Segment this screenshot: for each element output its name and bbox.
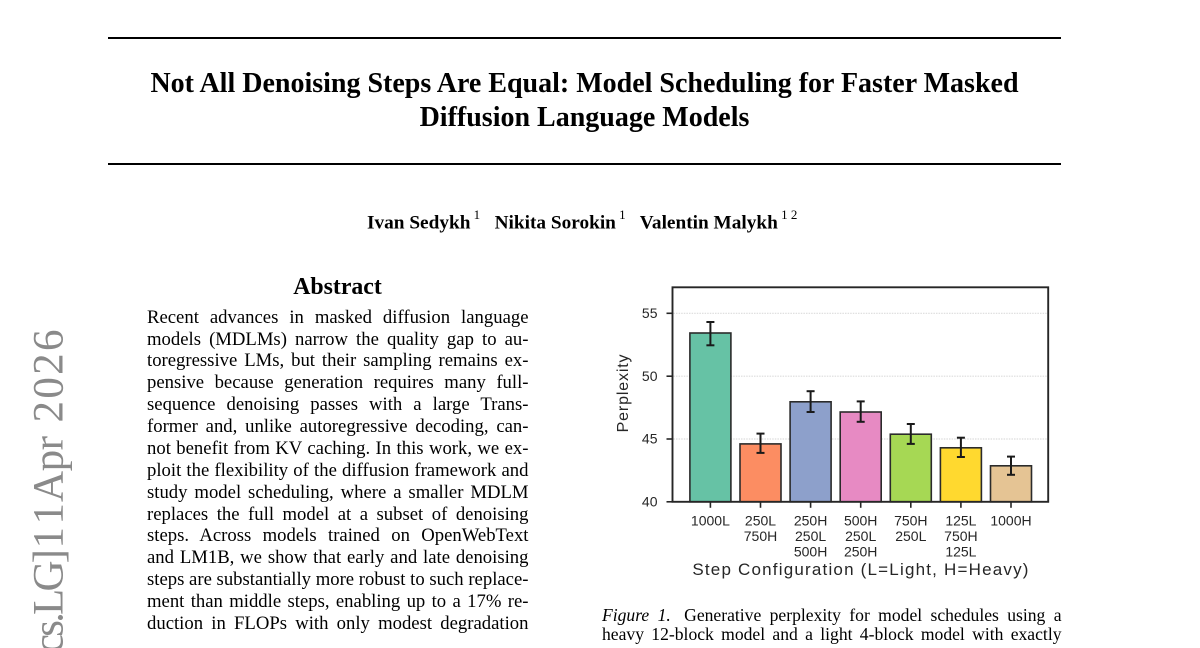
svg-text:Perplexity: Perplexity <box>615 354 632 433</box>
svg-text:125L: 125L <box>945 513 976 529</box>
svg-text:11: 11 <box>26 503 73 549</box>
svg-text:50: 50 <box>642 368 658 384</box>
svg-text:40: 40 <box>642 494 658 510</box>
svg-text:750H: 750H <box>894 513 927 529</box>
svg-text:250H: 250H <box>844 543 877 559</box>
svg-text:500H: 500H <box>844 513 877 529</box>
svg-text:125L: 125L <box>945 543 976 559</box>
svg-text:750H: 750H <box>944 528 977 544</box>
svg-text:45: 45 <box>642 431 658 447</box>
svg-text:750H: 750H <box>744 528 777 544</box>
svg-text:2026: 2026 <box>26 330 73 423</box>
svg-text:Apr: Apr <box>26 436 73 502</box>
svg-text:250L: 250L <box>895 528 926 544</box>
svg-text:250L: 250L <box>845 528 876 544</box>
svg-text:1000L: 1000L <box>691 513 730 529</box>
svg-text:250L: 250L <box>745 513 776 529</box>
svg-text:1000H: 1000H <box>990 513 1031 529</box>
svg-text:500H: 500H <box>794 543 827 559</box>
svg-text:250H: 250H <box>794 513 827 529</box>
svg-text:cs.LG]: cs.LG] <box>26 549 73 648</box>
svg-text:250L: 250L <box>795 528 826 544</box>
svg-text:55: 55 <box>642 305 658 321</box>
svg-text:Step Configuration (L=Light, H: Step Configuration (L=Light, H=Heavy) <box>692 560 1029 579</box>
